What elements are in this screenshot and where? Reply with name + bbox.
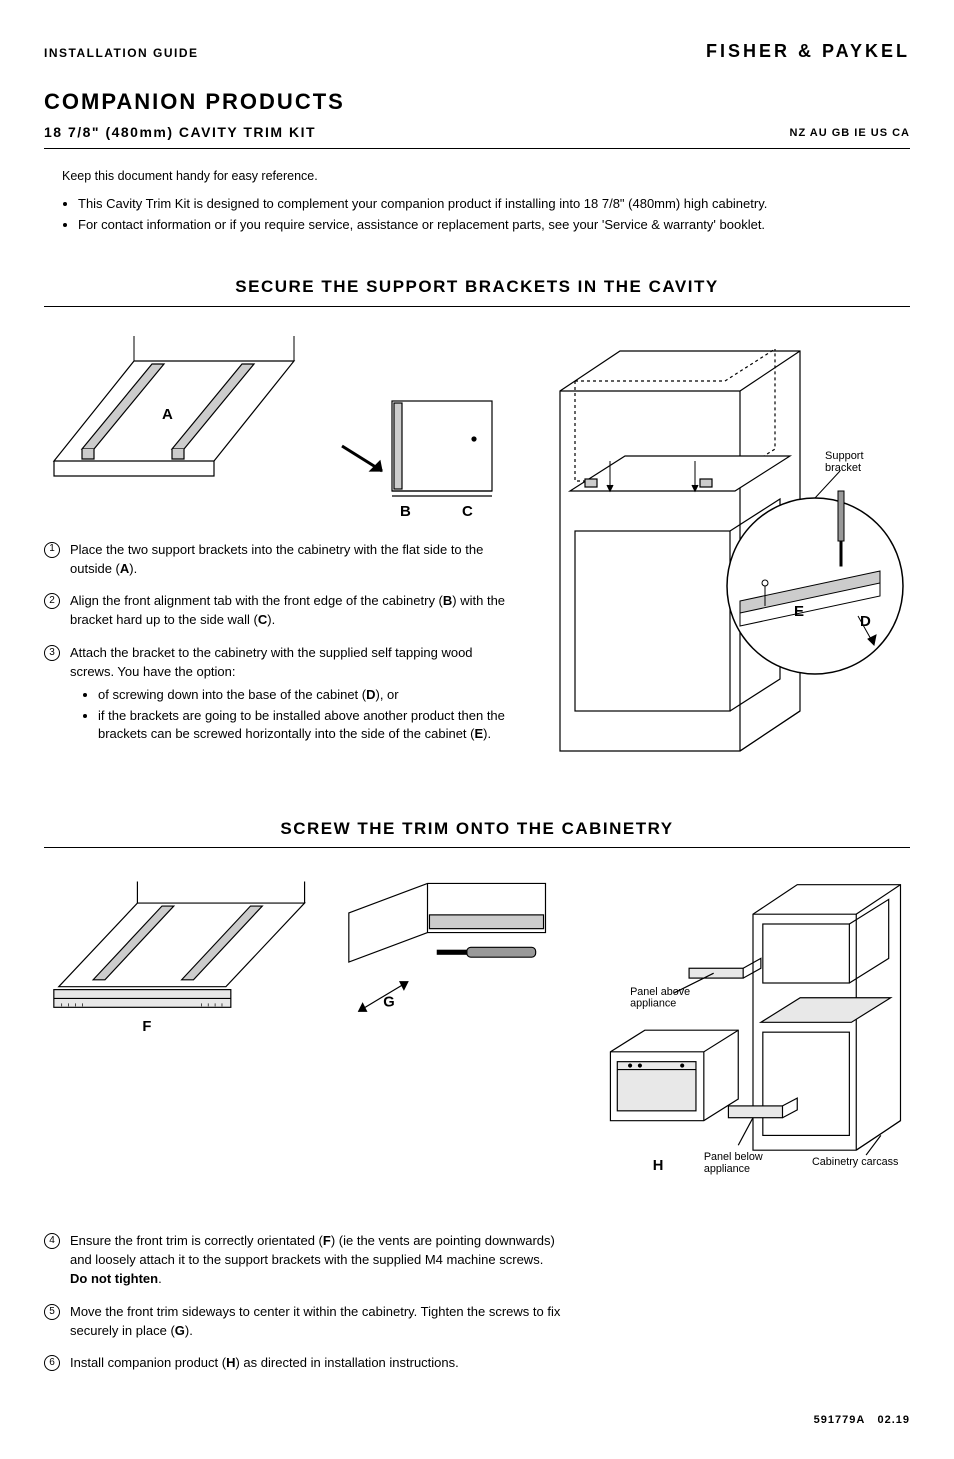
section1-steps: 1 Place the two support brackets into th… — [44, 541, 520, 747]
header-row: INSTALLATION GUIDE FISHER & PAYKEL — [44, 38, 910, 64]
step-body: Align the front alignment tab with the f… — [70, 592, 520, 630]
list-item: if the brackets are going to be installe… — [98, 707, 520, 745]
step-number: 2 — [44, 593, 60, 609]
list-item: This Cavity Trim Kit is designed to comp… — [78, 195, 910, 214]
step-body: Place the two support brackets into the … — [70, 541, 520, 579]
step-number: 3 — [44, 645, 60, 661]
intro-list: This Cavity Trim Kit is designed to comp… — [44, 195, 910, 235]
doc-date: 02.19 — [877, 1414, 910, 1426]
step-item: 5 Move the front trim sideways to center… — [44, 1303, 564, 1341]
section2-diagrams: F G — [44, 872, 910, 1212]
callout-support: Supportbracket — [825, 450, 864, 474]
diagram-bc: B C — [322, 391, 502, 521]
guide-label: INSTALLATION GUIDE — [44, 45, 199, 62]
diagram-cabinet-detail: Supportbracket E D — [540, 331, 910, 761]
keep-note: Keep this document handy for easy refere… — [62, 167, 910, 185]
step-number: 6 — [44, 1355, 60, 1371]
callout-panel-below: Panel belowappliance — [703, 1151, 762, 1175]
page-title: COMPANION PRODUCTS — [44, 86, 345, 118]
step-body: Move the front trim sideways to center i… — [70, 1303, 564, 1341]
step-body: Ensure the front trim is correctly orien… — [70, 1232, 564, 1289]
step-item: 1 Place the two support brackets into th… — [44, 541, 520, 579]
step-item: 4 Ensure the front trim is correctly ori… — [44, 1232, 564, 1289]
brand-name: FISHER & PAYKEL — [706, 38, 910, 64]
section2-title: SCREW THE TRIM ONTO THE CABINETRY — [44, 817, 910, 849]
footer: 591779A 02.19 — [44, 1413, 910, 1429]
label-a: A — [162, 406, 173, 423]
label-e: E — [794, 603, 804, 620]
section1-content: A B C 1 — [44, 331, 910, 767]
step-number: 5 — [44, 1304, 60, 1320]
label-g: G — [384, 995, 395, 1011]
label-b: B — [400, 503, 411, 520]
label-c: C — [462, 503, 473, 520]
section1-title: SECURE THE SUPPORT BRACKETS IN THE CAVIT… — [44, 275, 910, 307]
diagram-f: F — [44, 872, 319, 1062]
step-item: 3 Attach the bracket to the cabinetry wi… — [44, 644, 520, 746]
diagram-g: G — [339, 872, 555, 1062]
page-subtitle: 18 7/8" (480mm) CAVITY TRIM KIT — [44, 122, 345, 142]
list-item: For contact information or if you requir… — [78, 216, 910, 235]
step-number: 4 — [44, 1233, 60, 1249]
country-codes: NZ AU GB IE US CA — [790, 126, 911, 142]
step-item: 6 Install companion product (H) as direc… — [44, 1354, 564, 1373]
step-body: Attach the bracket to the cabinetry with… — [70, 644, 520, 746]
label-f: F — [142, 1019, 151, 1035]
title-row: COMPANION PRODUCTS 18 7/8" (480mm) CAVIT… — [44, 86, 910, 149]
diagram-a: A — [44, 331, 304, 521]
label-d: D — [860, 613, 871, 630]
step-body: Install companion product (H) as directe… — [70, 1354, 564, 1373]
callout-carcass: Cabinetry carcass — [812, 1156, 899, 1168]
doc-number: 591779A — [814, 1414, 866, 1426]
label-h: H — [652, 1158, 663, 1174]
step-item: 2 Align the front alignment tab with the… — [44, 592, 520, 630]
list-item: of screwing down into the base of the ca… — [98, 686, 520, 705]
callout-panel-above: Panel aboveappliance — [630, 986, 690, 1010]
diagram-h: Panel aboveappliance Panel belowapplianc… — [576, 872, 910, 1212]
step-number: 1 — [44, 542, 60, 558]
section2-steps: 4 Ensure the front trim is correctly ori… — [44, 1232, 564, 1373]
